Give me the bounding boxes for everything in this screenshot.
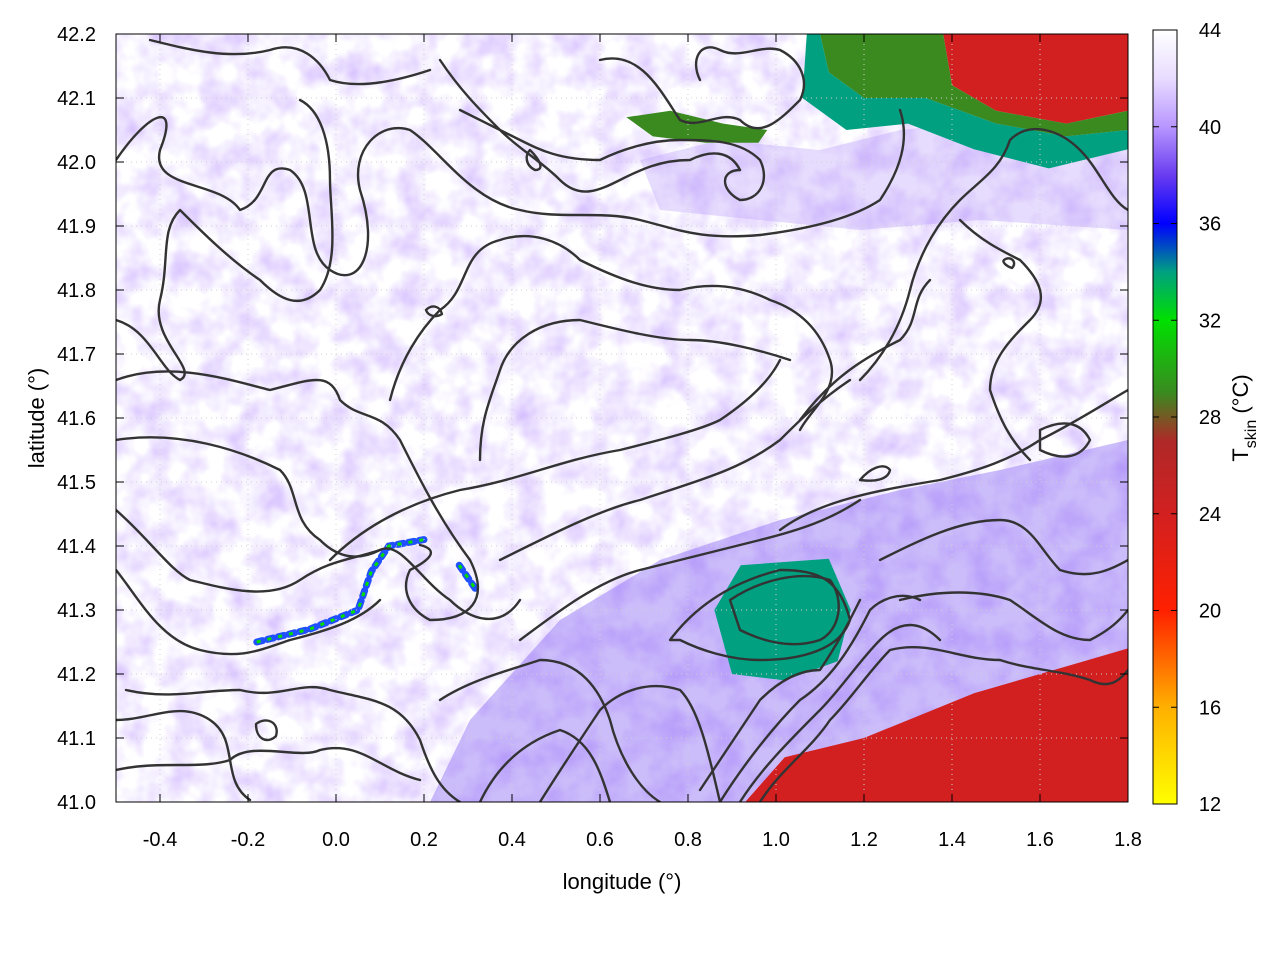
colorbar-title: Tskin (°C) xyxy=(1228,374,1260,461)
contour-line xyxy=(758,646,1002,802)
x-tick-label: 1.8 xyxy=(1114,829,1142,851)
x-tick-label: 1.4 xyxy=(938,829,966,851)
x-axis-title: longitude (°) xyxy=(563,869,682,894)
contour-line xyxy=(438,58,742,193)
contour-line xyxy=(858,127,1128,382)
contour-line xyxy=(458,108,766,202)
contour-line xyxy=(898,591,1128,642)
streak-west-core xyxy=(256,538,425,644)
x-tick-label: 0.4 xyxy=(498,829,526,851)
colorbar-tick-label: 16 xyxy=(1199,697,1221,719)
x-axis: -0.4 -0.2 0.0 0.2 0.4 0.6 0.8 1.0 1.2 1.4 1.6 1.8 xyxy=(143,34,1142,851)
y-tick-label: 41.0 xyxy=(57,792,96,814)
colorbar-ticks: 12 16 20 24 28 32 36 40 44 xyxy=(1153,20,1221,816)
contour-line xyxy=(758,108,906,237)
colorbar-tick-label: 28 xyxy=(1199,407,1221,429)
x-tick-label: 1.0 xyxy=(762,829,790,851)
contour-line xyxy=(438,658,662,802)
contour-line xyxy=(116,709,252,802)
region-blue-ne xyxy=(802,34,1128,169)
contour-line xyxy=(728,574,840,646)
x-tick-label: 0.2 xyxy=(410,829,438,851)
contour-line xyxy=(116,568,382,656)
colorbar-tick-label: 44 xyxy=(1199,20,1221,42)
y-tick-label: 41.3 xyxy=(57,600,96,622)
contour-line xyxy=(538,684,722,802)
x-tick-label: 0.0 xyxy=(322,829,350,851)
contour-line xyxy=(478,728,612,802)
contour-line xyxy=(518,498,862,642)
temperature-streaks xyxy=(253,536,481,646)
contour-line xyxy=(778,388,1128,532)
x-tick-label: 1.2 xyxy=(850,829,878,851)
contour-line xyxy=(116,436,522,620)
region-mountain-ne xyxy=(943,34,1128,124)
y-axis-title: latitude (°) xyxy=(24,368,49,469)
colorbar-tick-label: 24 xyxy=(1199,504,1221,526)
contour-line xyxy=(798,278,932,422)
y-tick-label: 41.5 xyxy=(57,472,96,494)
streak-east-core xyxy=(457,564,479,592)
contour-line xyxy=(328,358,782,562)
colorbar-title-unit: (°C) xyxy=(1228,374,1253,419)
contour-line xyxy=(498,378,852,562)
y-tick-label: 41.7 xyxy=(57,344,96,366)
colorbar: 12 16 20 24 28 32 36 40 44 Tskin (°C) xyxy=(1152,20,1260,816)
x-tick-label: -0.2 xyxy=(231,829,265,851)
temperature-regions xyxy=(626,34,1128,802)
region-sea xyxy=(745,648,1128,802)
y-tick-label: 42.2 xyxy=(57,24,96,46)
colorbar-tick-label: 36 xyxy=(1199,214,1221,236)
x-tick-label: 1.6 xyxy=(1026,829,1054,851)
contour-line xyxy=(958,218,1042,462)
contour-line xyxy=(738,623,942,802)
region-green-ridge xyxy=(626,110,768,143)
contour-line xyxy=(478,318,792,462)
contour-line xyxy=(525,148,542,172)
y-tick-label: 41.9 xyxy=(57,216,96,238)
region-green-ne xyxy=(820,34,1128,137)
colorbar-title-sub: skin xyxy=(1243,420,1260,448)
y-tick-label: 41.2 xyxy=(57,664,96,686)
x-tick-label: -0.4 xyxy=(143,829,177,851)
contour-line xyxy=(424,305,444,318)
contour-line xyxy=(858,465,892,482)
contour-line xyxy=(148,38,432,86)
contour-line xyxy=(668,568,852,662)
contour-line xyxy=(1038,422,1092,458)
contour-line xyxy=(116,370,480,622)
y-tick-label: 41.4 xyxy=(57,536,96,558)
contour-line xyxy=(116,115,762,277)
y-axis: 41.0 41.1 41.2 41.3 41.4 41.5 41.6 41.7 41.8 41.9… xyxy=(57,24,1128,814)
contour-line xyxy=(598,46,806,130)
contour-lines xyxy=(116,38,1128,802)
y-tick-label: 41.6 xyxy=(57,408,96,430)
y-tick-label: 41.8 xyxy=(57,280,96,302)
y-tick-label: 42.0 xyxy=(57,152,96,174)
colorbar-title-main: T xyxy=(1228,448,1253,461)
x-tick-label: 0.8 xyxy=(674,829,702,851)
contour-line xyxy=(116,98,334,382)
contour-line xyxy=(388,234,834,432)
contour-line xyxy=(116,746,422,782)
colorbar-tick-label: 40 xyxy=(1199,117,1221,139)
colorbar-tick-label: 20 xyxy=(1199,601,1221,623)
contour-line xyxy=(124,685,462,802)
contour-line xyxy=(718,594,922,802)
contour-line xyxy=(1002,257,1016,270)
contour-line xyxy=(116,508,382,593)
contour-line xyxy=(254,719,278,742)
contour-line xyxy=(998,658,1128,686)
plot-area xyxy=(115,33,1129,803)
x-tick-label: 0.6 xyxy=(586,829,614,851)
grid xyxy=(116,33,1129,803)
y-tick-label: 41.1 xyxy=(57,728,96,750)
contour-line xyxy=(878,518,1128,576)
colorbar-tick-label: 12 xyxy=(1199,794,1221,816)
y-tick-label: 42.1 xyxy=(57,88,96,110)
colorbar-tick-label: 32 xyxy=(1199,310,1221,332)
